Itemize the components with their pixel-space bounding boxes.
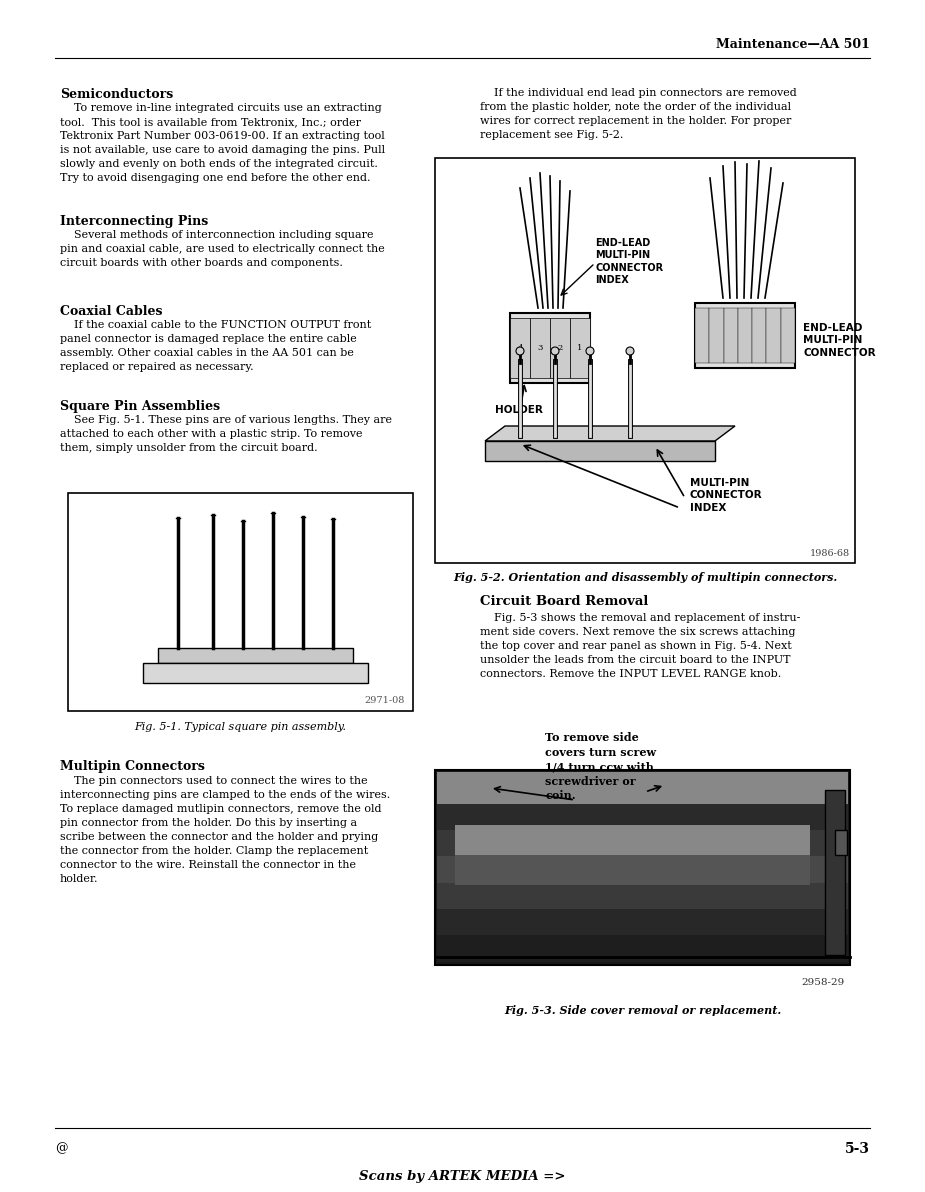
Text: 5-3: 5-3 [845,1142,870,1156]
Bar [143,663,368,683]
Text: Scans by ARTEK MEDIA =>: Scans by ARTEK MEDIA => [359,1171,565,1182]
Bar [510,318,530,378]
Polygon shape [485,426,735,441]
Text: @: @ [55,1142,68,1155]
Bar [767,308,781,364]
Bar [695,308,709,364]
Text: END-LEAD
MULTI-PIN
CONNECTOR
INDEX: END-LEAD MULTI-PIN CONNECTOR INDEX [595,238,663,285]
Text: Square Pin Assemblies: Square Pin Assemblies [60,401,220,412]
Circle shape [551,347,559,355]
Text: 3: 3 [537,344,543,352]
Bar [435,159,855,563]
Text: Multipin Connectors: Multipin Connectors [60,760,204,772]
Bar [437,803,848,831]
Text: Maintenance—AA 501: Maintenance—AA 501 [716,38,870,51]
Text: Several methods of interconnection including square
pin and coaxial cable, are u: Several methods of interconnection inclu… [60,230,385,268]
Text: Circuit Board Removal: Circuit Board Removal [480,595,648,608]
Bar [455,825,810,884]
Bar [738,308,752,364]
Text: HOLDER: HOLDER [495,405,543,415]
Bar [437,908,848,936]
Bar [695,303,795,368]
Text: Semiconductors: Semiconductors [60,88,173,101]
Bar [510,313,590,383]
Text: Fig. 5-3. Side cover removal or replacement.: Fig. 5-3. Side cover removal or replacem… [504,1005,781,1016]
Bar [437,856,848,883]
Bar [437,882,848,909]
Text: Fig. 5-2. Orientation and disassembly of multipin connectors.: Fig. 5-2. Orientation and disassembly of… [453,572,837,583]
Bar [709,308,723,364]
Circle shape [586,347,594,355]
Text: The pin connectors used to connect the wires to the
interconnecting pins are cla: The pin connectors used to connect the w… [60,776,390,884]
Bar [455,825,810,855]
Bar [435,770,850,966]
Text: END-LEAD
MULTI-PIN
CONNECTOR: END-LEAD MULTI-PIN CONNECTOR [803,323,876,358]
Text: See Fig. 5-1. These pins are of various lengths. They are
attached to each other: See Fig. 5-1. These pins are of various … [60,415,392,453]
Text: Interconnecting Pins: Interconnecting Pins [60,215,208,228]
Text: 2971-08: 2971-08 [364,696,405,704]
Circle shape [626,347,634,355]
Bar [723,308,738,364]
Bar [550,318,570,378]
Text: MULTI-PIN
CONNECTOR
INDEX: MULTI-PIN CONNECTOR INDEX [690,478,762,513]
Text: 2: 2 [558,344,562,352]
Text: To remove in-line integrated circuits use an extracting
tool.  This tool is avai: To remove in-line integrated circuits us… [60,103,385,184]
Bar [835,830,847,855]
Bar [437,772,848,803]
Polygon shape [485,441,715,461]
Bar [530,318,550,378]
Text: Coaxial Cables: Coaxial Cables [60,305,163,318]
Circle shape [516,347,524,355]
Text: 4: 4 [517,344,523,352]
Bar [781,308,795,364]
Text: 2958-29: 2958-29 [802,977,845,987]
Bar [825,790,845,955]
Text: Fig. 5-1. Typical square pin assembly.: Fig. 5-1. Typical square pin assembly. [134,722,347,732]
Bar [752,308,767,364]
Text: If the coaxial cable to the FUNCTION OUTPUT front
panel connector is damaged rep: If the coaxial cable to the FUNCTION OUT… [60,319,371,372]
Bar [570,318,590,378]
Text: Fig. 5-3 shows the removal and replacement of instru-
ment side covers. Next rem: Fig. 5-3 shows the removal and replaceme… [480,613,800,679]
Bar [158,648,353,663]
Text: To remove side
covers turn screw
1/4 turn ccw with
screwdriver or
coin.: To remove side covers turn screw 1/4 tur… [545,732,656,801]
Text: If the individual end lead pin connectors are removed
from the plastic holder, n: If the individual end lead pin connector… [480,88,796,139]
Bar [68,493,413,710]
Bar [437,830,848,857]
Text: 1986-68: 1986-68 [810,550,850,558]
Bar [437,935,848,962]
Text: 1: 1 [577,344,583,352]
